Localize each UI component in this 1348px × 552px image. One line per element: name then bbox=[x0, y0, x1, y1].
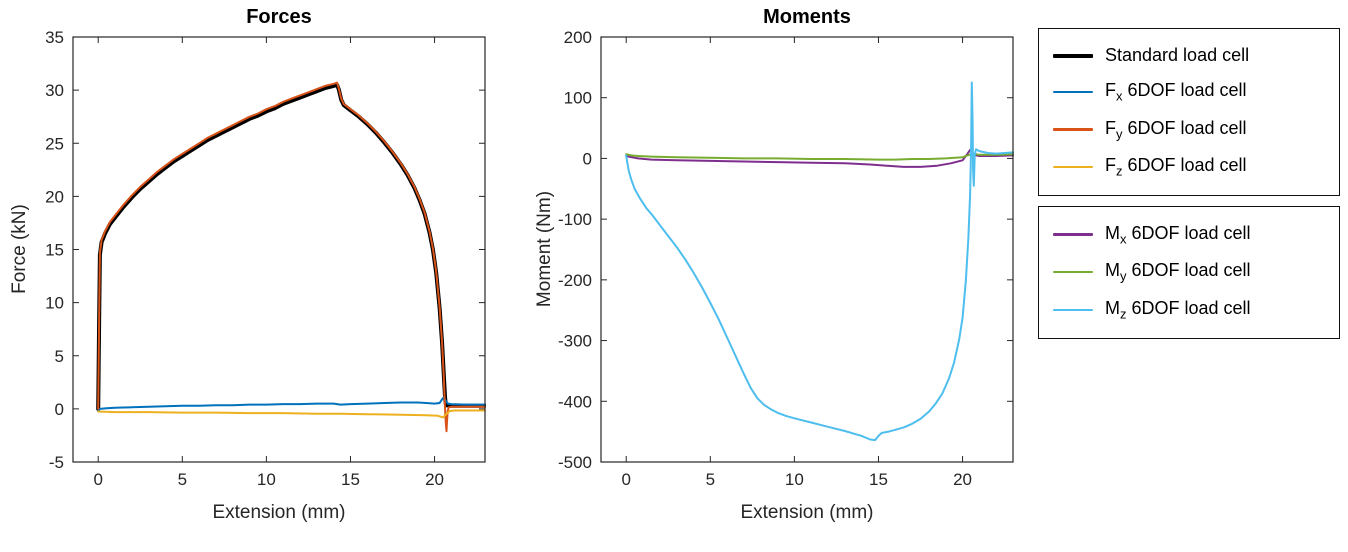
legend-item-label: Fx 6DOF load cell bbox=[1105, 80, 1247, 104]
x-tick-label: 0 bbox=[621, 470, 630, 489]
fz-6dof-line-sample bbox=[1053, 165, 1093, 169]
y-tick-label: -200 bbox=[558, 271, 592, 290]
fy-6dof-line-sample bbox=[1053, 128, 1093, 131]
moments-y-axis-label: Moment (Nm) bbox=[534, 190, 555, 308]
legend-item-my-6dof: My 6DOF load cell bbox=[1039, 253, 1339, 291]
x-tick-label: 5 bbox=[178, 470, 187, 489]
legend-item-standard-load-cell: Standard load cell bbox=[1039, 38, 1339, 73]
forces-chart: Forces 0 5 10 15 20 -5 0 5 10 15 20 25 30 35 Extensio… bbox=[0, 0, 520, 552]
legend-item-fx-6dof: Fx 6DOF load cell bbox=[1039, 73, 1339, 111]
y-tick-label: -100 bbox=[558, 210, 592, 229]
x-tick-label: 15 bbox=[869, 470, 888, 489]
x-tick-label: 10 bbox=[257, 470, 276, 489]
mz-6dof-line-sample bbox=[1053, 308, 1093, 312]
standard-load-cell-line-sample bbox=[1053, 53, 1093, 58]
forces-x-axis-label: Extension (mm) bbox=[212, 502, 346, 523]
series-fx-6dof bbox=[97, 396, 486, 412]
x-tick-label: 20 bbox=[425, 470, 444, 489]
y-tick-label: 30 bbox=[45, 81, 64, 100]
series-fy-6dof bbox=[97, 81, 486, 433]
x-tick-label: 10 bbox=[785, 470, 804, 489]
x-tick-label: 20 bbox=[953, 470, 972, 489]
moments-legend-box: Mx 6DOF load cell My 6DOF load cell Mz 6DO… bbox=[1038, 205, 1340, 339]
moments-x-axis-label: Extension (mm) bbox=[740, 502, 874, 523]
y-tick-label: 25 bbox=[45, 134, 64, 153]
fx-6dof-line-sample bbox=[1053, 90, 1093, 94]
forces-chart-title: Forces bbox=[246, 6, 312, 28]
moments-chart-title: Moments bbox=[763, 6, 851, 28]
legend-item-label: Fy 6DOF load cell bbox=[1105, 117, 1247, 142]
my-6dof-line-sample bbox=[1053, 270, 1093, 274]
x-tick-label: 0 bbox=[93, 470, 102, 489]
legend-column: Standard load cell Fx 6DOF load cell Fy 6D… bbox=[1020, 0, 1348, 552]
y-tick-label: 5 bbox=[55, 347, 64, 366]
mx-6dof-line-sample bbox=[1053, 233, 1093, 236]
y-tick-label: -5 bbox=[49, 453, 64, 472]
forces-legend-box: Standard load cell Fx 6DOF load cell Fy 6D… bbox=[1038, 28, 1340, 196]
series-mz-6dof bbox=[625, 81, 1014, 442]
y-tick-label: 15 bbox=[45, 241, 64, 260]
legend-item-label: Mx 6DOF load cell bbox=[1105, 222, 1251, 247]
moments-plot: 0 5 10 15 20 -500 -400 -300 -200 -100 0 100 200 bbox=[558, 30, 1014, 489]
legend-item-label: Fz 6DOF load cell bbox=[1105, 155, 1247, 179]
y-tick-label: 35 bbox=[45, 30, 64, 47]
legend-item-mz-6dof: Mz 6DOF load cell bbox=[1039, 291, 1339, 329]
legend-item-label: Mz 6DOF load cell bbox=[1105, 297, 1251, 322]
legend-item-label: My 6DOF load cell bbox=[1105, 260, 1251, 284]
x-tick-label: 5 bbox=[706, 470, 715, 489]
forces-plot: 0 5 10 15 20 -5 0 5 10 15 20 25 30 35 bbox=[45, 30, 486, 489]
forces-y-axis-label: Force (kN) bbox=[9, 204, 30, 294]
y-tick-label: 200 bbox=[564, 30, 592, 47]
legend-item-fy-6dof: Fy 6DOF load cell bbox=[1039, 111, 1339, 149]
y-tick-label: 10 bbox=[45, 294, 64, 313]
x-tick-label: 15 bbox=[341, 470, 360, 489]
y-tick-label: 0 bbox=[55, 400, 64, 419]
y-tick-label: -500 bbox=[558, 453, 592, 472]
y-tick-label: 100 bbox=[564, 89, 592, 108]
y-tick-label: 20 bbox=[45, 187, 64, 206]
y-tick-label: 0 bbox=[583, 149, 592, 168]
legend-item-mx-6dof: Mx 6DOF load cell bbox=[1039, 216, 1339, 254]
moments-chart: Moments 0 5 10 15 20 -500 -400 -300 -200 -100 0 100… bbox=[520, 0, 1020, 552]
series-fz-6dof bbox=[97, 409, 486, 419]
y-tick-label: -300 bbox=[558, 332, 592, 351]
legend-item-label: Standard load cell bbox=[1105, 45, 1250, 65]
legend-item-fz-6dof: Fz 6DOF load cell bbox=[1039, 148, 1339, 186]
y-tick-label: -400 bbox=[558, 392, 592, 411]
